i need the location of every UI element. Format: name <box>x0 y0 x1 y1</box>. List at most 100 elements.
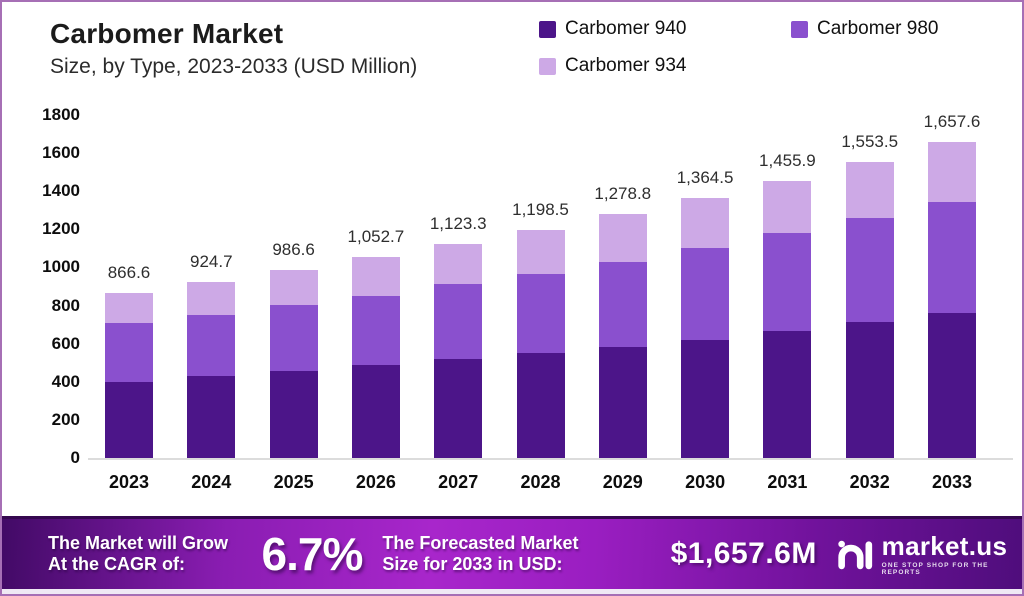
x-axis-tick-label: 2030 <box>685 472 726 492</box>
bar-segment-carbomer-940 <box>763 330 812 458</box>
bar-2028 <box>516 229 565 458</box>
bar-segment-carbomer-940 <box>845 322 894 458</box>
logo-tagline: ONE STOP SHOP FOR THE REPORTS <box>881 561 989 576</box>
bar-2030 <box>681 197 730 458</box>
bar-segment-carbomer-940 <box>681 339 730 458</box>
y-axis-tick-label: 0 <box>70 448 80 467</box>
bar-segment-carbomer-934 <box>105 292 153 324</box>
bar-segment-carbomer-980 <box>845 218 894 323</box>
bar-total-label: 1,657.6 <box>923 112 981 132</box>
stacked-bar-chart: 0 200 400 600 800 1000 1200 1400 1600 1800 866.6 20… <box>2 97 1022 512</box>
bar-segment-carbomer-980 <box>351 295 400 365</box>
x-axis-tick-label: 2027 <box>438 472 479 492</box>
legend: Carbomer 940 Carbomer 980 Carbomer 934 <box>539 18 1019 77</box>
bar-segment-carbomer-980 <box>516 274 565 353</box>
bar-segment-carbomer-934 <box>845 161 894 219</box>
x-axis-tick-label: 2028 <box>520 472 561 492</box>
page-title: Carbomer Market <box>50 18 284 49</box>
marketus-logo-icon <box>838 540 873 570</box>
bar-segment-carbomer-980 <box>681 248 730 340</box>
cagr-value: 6.7% <box>261 528 364 580</box>
legend-label: Carbomer 980 <box>817 18 939 39</box>
y-axis-tick-label: 800 <box>51 295 80 315</box>
y-axis-tick-label: 1600 <box>42 143 80 163</box>
bar-2032 <box>845 161 894 458</box>
legend-swatch-icon <box>539 57 556 75</box>
forecast-line2: Size for 2033 in USD: <box>382 554 563 574</box>
bar-segment-carbomer-934 <box>269 269 318 306</box>
legend-swatch-icon <box>539 20 556 38</box>
bar-2023 <box>105 292 153 458</box>
bar-segment-carbomer-934 <box>516 229 565 275</box>
bar-total-label: 1,364.5 <box>676 167 734 187</box>
bar-2026 <box>351 257 400 458</box>
bar-segment-carbomer-940 <box>187 376 236 458</box>
x-axis-tick-label: 2024 <box>191 472 232 492</box>
cagr-line2: At the CAGR of: <box>48 554 185 574</box>
legend-item-carbomer-934: Carbomer 934 <box>539 55 791 77</box>
bar-segment-carbomer-934 <box>681 197 730 249</box>
y-axis-tick-label: 1200 <box>42 219 80 239</box>
forecast-text: The Forecasted Market Size for 2033 in U… <box>382 533 618 575</box>
bar-segment-carbomer-940 <box>598 346 647 458</box>
cagr-line1: The Market will Grow <box>48 532 229 553</box>
x-axis-tick-label: 2033 <box>931 472 973 492</box>
bar-segment-carbomer-934 <box>598 214 647 262</box>
cagr-text: The Market will Grow At the CAGR of: <box>48 533 262 575</box>
bar-total-label: 986.6 <box>272 239 315 259</box>
bar-total-label: 1,198.5 <box>512 199 569 219</box>
bar-segment-carbomer-980 <box>187 314 236 377</box>
header: Carbomer Market Size, by Type, 2023-2033… <box>50 18 417 79</box>
bar-total-label: 1,553.5 <box>841 131 899 151</box>
bar-total-label: 1,278.8 <box>594 184 652 204</box>
x-axis-tick-label: 2023 <box>108 472 150 492</box>
bar-segment-carbomer-934 <box>351 257 400 296</box>
bar-segment-carbomer-940 <box>351 364 400 458</box>
bar-segment-carbomer-940 <box>434 359 483 458</box>
bar-segment-carbomer-940 <box>105 381 153 458</box>
bar-segment-carbomer-980 <box>105 323 153 382</box>
footer-banner: The Market will Grow At the CAGR of: 6.7… <box>2 516 1022 589</box>
forecast-line1: The Forecasted Market <box>382 532 579 553</box>
page-subtitle: Size, by Type, 2023-2033 (USD Million) <box>50 55 418 78</box>
bar-2029 <box>598 214 647 458</box>
legend-item-carbomer-940: Carbomer 940 <box>539 18 791 40</box>
forecast-value: $1,657.6M <box>670 537 817 570</box>
x-axis-tick-label: 2031 <box>767 472 808 492</box>
bar-segment-carbomer-940 <box>516 352 565 458</box>
y-axis-tick-label: 1000 <box>42 257 80 277</box>
bar-2024 <box>187 281 236 458</box>
bar-2033 <box>928 142 976 458</box>
bar-segment-carbomer-934 <box>187 281 236 315</box>
bar-segment-carbomer-934 <box>434 243 483 285</box>
y-axis-tick-label: 600 <box>51 333 80 353</box>
x-axis-tick-label: 2026 <box>355 472 396 492</box>
bar-total-label: 1,123.3 <box>429 213 487 233</box>
bar-segment-carbomer-980 <box>434 284 483 360</box>
bar-segment-carbomer-934 <box>928 142 976 203</box>
bottom-strip <box>2 589 1022 594</box>
bar-2025 <box>269 269 318 458</box>
legend-item-carbomer-980: Carbomer 980 <box>791 18 938 40</box>
bar-segment-carbomer-934 <box>763 180 812 233</box>
bar-segment-carbomer-980 <box>598 261 647 347</box>
marketus-logo: market.us ONE STOP SHOP FOR THE REPORTS <box>837 533 1022 576</box>
y-axis-tick-label: 400 <box>51 371 80 391</box>
bar-segment-carbomer-980 <box>763 232 812 331</box>
bar-total-label: 924.7 <box>190 251 233 271</box>
bar-segment-carbomer-980 <box>269 305 318 372</box>
legend-swatch-icon <box>791 20 808 38</box>
legend-label: Carbomer 934 <box>565 55 687 76</box>
x-axis-tick-label: 2029 <box>602 472 643 492</box>
bar-total-label: 1,052.7 <box>347 227 405 247</box>
y-axis-tick-label: 200 <box>51 409 80 429</box>
bar-2027 <box>434 243 483 458</box>
legend-label: Carbomer 940 <box>565 18 687 39</box>
bar-segment-carbomer-940 <box>269 371 318 458</box>
bar-total-label: 866.6 <box>107 262 151 282</box>
y-axis-tick-label: 1800 <box>42 105 80 124</box>
x-axis-tick-label: 2025 <box>273 472 314 492</box>
x-axis-line <box>88 458 1013 460</box>
bar-segment-carbomer-940 <box>928 312 976 458</box>
bar-total-label: 1,455.9 <box>759 150 816 170</box>
